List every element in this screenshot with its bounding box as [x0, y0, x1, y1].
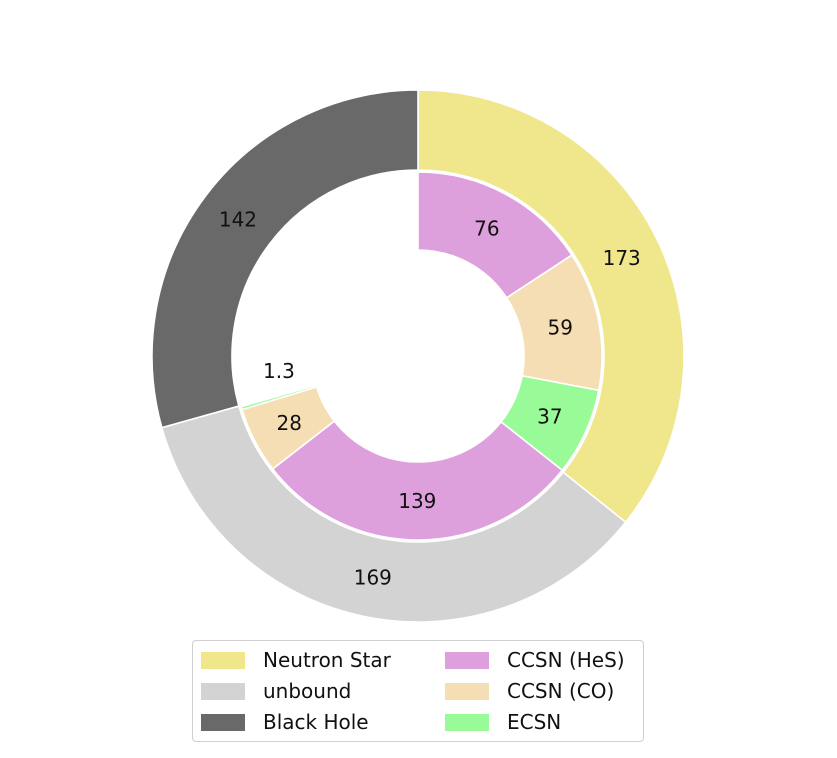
legend-item-ecsn: ECSN	[445, 710, 562, 734]
legend-label-neutron-star: Neutron Star	[263, 648, 391, 672]
outer-ring-value-label-1: 169	[354, 565, 392, 589]
legend-swatch-ecsn	[445, 713, 489, 731]
legend-item-neutron-star: Neutron Star	[201, 648, 391, 672]
legend-label-ccsn-hes: CCSN (HeS)	[507, 648, 625, 672]
legend-item-black-hole: Black Hole	[201, 710, 369, 734]
legend: Neutron Star unbound Black Hole CCSN (He…	[192, 640, 644, 742]
outer-ring-slice-neutron-star-0	[417, 89, 685, 524]
nested-donut-chart: 173 169 142 76 59 37 139 28 1.3	[151, 89, 685, 623]
inner-ring-value-label-0: 76	[474, 216, 499, 240]
inner-ring-slice-ecsn-5	[240, 384, 318, 411]
legend-label-black-hole: Black Hole	[263, 710, 369, 734]
legend-item-unbound: unbound	[201, 679, 352, 703]
inner-ring-slice-ccsn-hes-3	[271, 419, 564, 541]
outer-ring-value-label-2: 142	[219, 207, 257, 231]
legend-swatch-black-hole	[201, 713, 245, 731]
inner-ring-value-label-1: 59	[547, 316, 572, 340]
inner-ring-value-label-3: 139	[398, 489, 436, 513]
inner-ring-value-label-5: 1.3	[263, 359, 295, 383]
inner-ring-value-label-4: 28	[277, 411, 302, 435]
legend-item-ccsn-hes: CCSN (HeS)	[445, 648, 625, 672]
legend-swatch-neutron-star	[201, 651, 245, 669]
outer-ring-slice-unbound-1	[160, 405, 627, 623]
legend-label-ecsn: ECSN	[507, 710, 562, 734]
inner-ring-value-label-2: 37	[537, 404, 562, 428]
legend-label-ccsn-co: CCSN (CO)	[507, 679, 615, 703]
outer-ring-slice-black-hole-2	[151, 89, 419, 429]
legend-item-ccsn-co: CCSN (CO)	[445, 679, 615, 703]
legend-swatch-ccsn-hes	[445, 651, 489, 669]
legend-label-unbound: unbound	[263, 679, 352, 703]
outer-ring-value-label-0: 173	[603, 246, 641, 270]
legend-swatch-unbound	[201, 682, 245, 700]
legend-swatch-ccsn-co	[445, 682, 489, 700]
